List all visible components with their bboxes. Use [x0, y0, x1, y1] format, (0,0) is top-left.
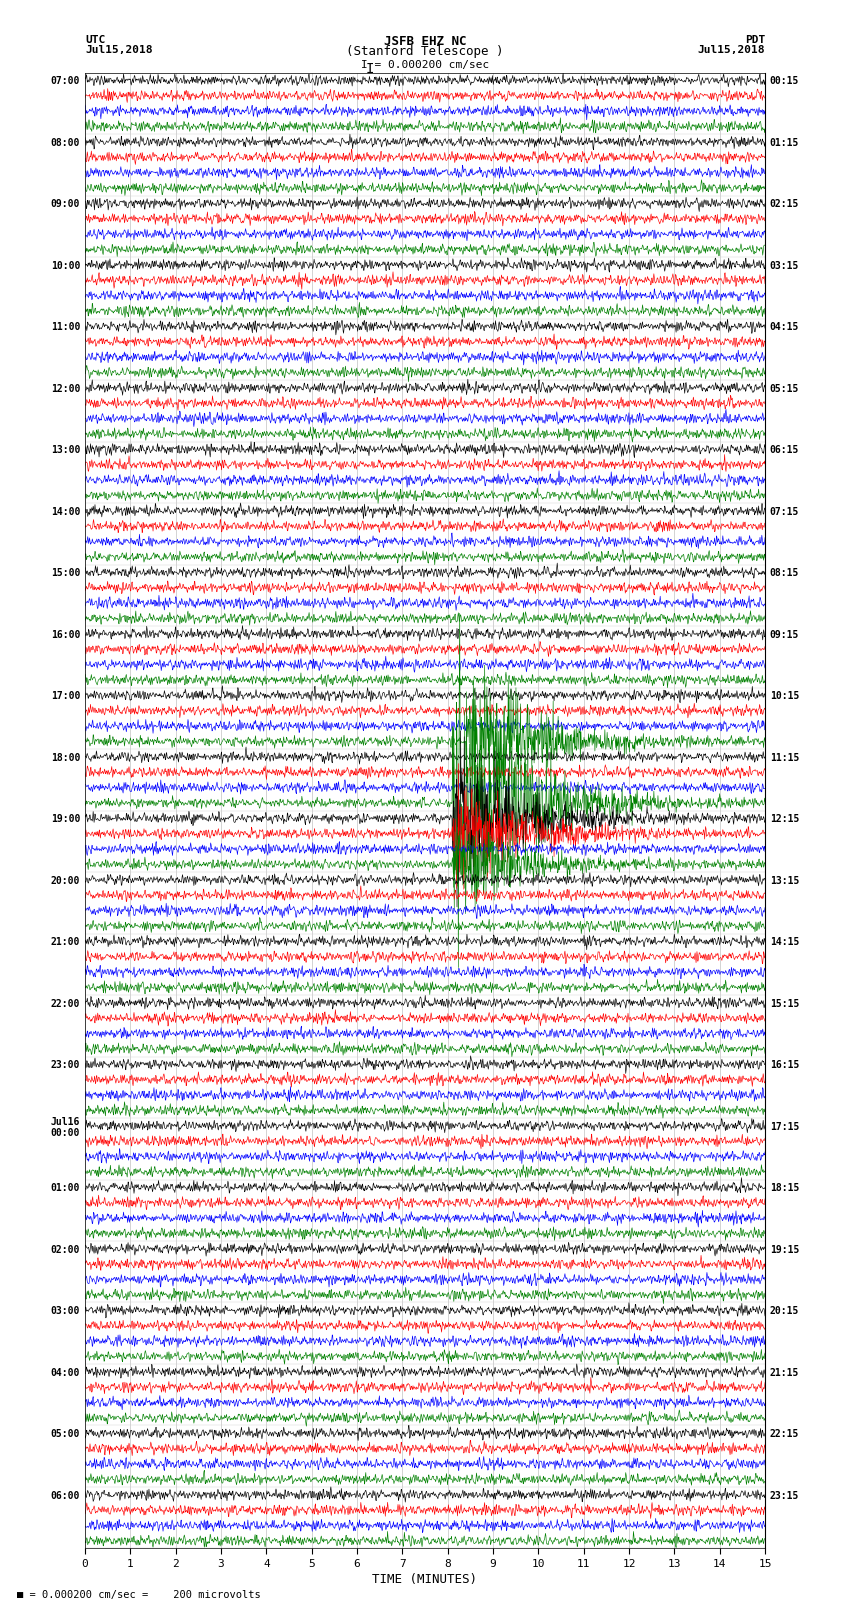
X-axis label: TIME (MINUTES): TIME (MINUTES) — [372, 1573, 478, 1586]
Text: Jul15,2018: Jul15,2018 — [698, 45, 765, 55]
Text: Jul15,2018: Jul15,2018 — [85, 45, 152, 55]
Text: (Stanford Telescope ): (Stanford Telescope ) — [346, 45, 504, 58]
Text: UTC: UTC — [85, 35, 105, 45]
Text: I = 0.000200 cm/sec: I = 0.000200 cm/sec — [361, 60, 489, 69]
Text: I: I — [366, 63, 374, 76]
Text: PDT: PDT — [745, 35, 765, 45]
Text: ■ = 0.000200 cm/sec =    200 microvolts: ■ = 0.000200 cm/sec = 200 microvolts — [17, 1590, 261, 1600]
Text: JSFB EHZ NC: JSFB EHZ NC — [383, 35, 467, 48]
